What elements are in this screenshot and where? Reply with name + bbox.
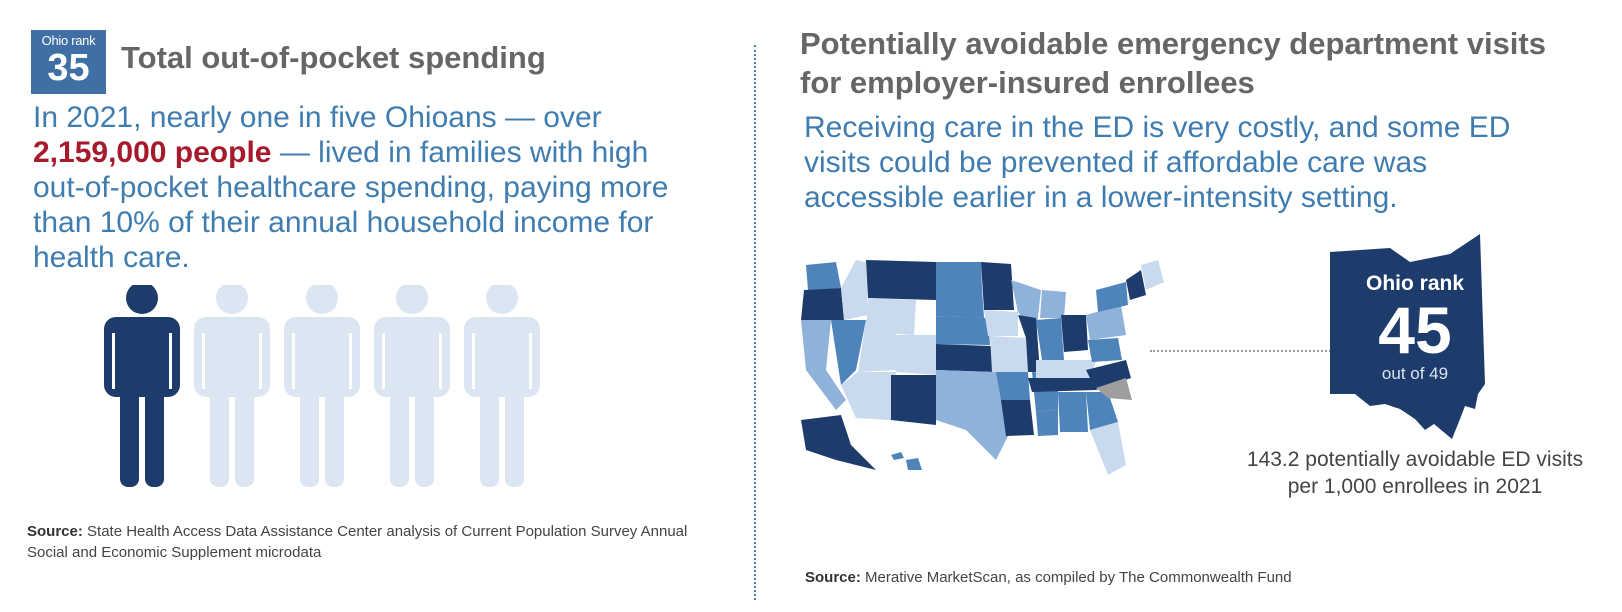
ohio-shape (1330, 234, 1485, 439)
right-panel-body: Receiving care in the ED is very costly,… (804, 111, 1511, 214)
source-label: Source: (27, 523, 83, 540)
ed-visits-stat: 143.2 potentially avoidable ED visits pe… (1246, 448, 1584, 498)
map-state (801, 415, 876, 470)
us-state-map (801, 260, 1164, 475)
map-state (936, 288, 984, 318)
ohio-rank-value: 45 (1378, 293, 1452, 367)
body-intro: In 2021, nearly one in five Ohioans — ov… (33, 101, 602, 134)
map-state (1036, 318, 1064, 360)
rank-badge-value: 35 (47, 47, 90, 89)
map-state (891, 375, 936, 425)
person-icon-highlighted (104, 285, 180, 487)
map-state (1058, 392, 1088, 432)
map-state (896, 335, 936, 375)
source-text: State Health Access Data Assistance Cent… (27, 523, 688, 561)
map-state (936, 344, 992, 372)
map-state (831, 320, 866, 385)
body-highlight: 2,159,000 people (33, 136, 272, 169)
map-state (1096, 378, 1132, 400)
right-source-note: Source: Merative MarketScan, as compiled… (805, 569, 1292, 586)
ohio-rank-badge: Ohio rank 35 (31, 30, 106, 94)
map-state (1086, 392, 1118, 430)
ohio-rank-out-of: out of 49 (1381, 364, 1449, 383)
left-panel-title: Total out-of-pocket spending (121, 40, 546, 75)
map-state (841, 372, 896, 420)
map-state (891, 452, 904, 460)
map-state (996, 372, 1030, 400)
map-state (1040, 290, 1066, 318)
map-state (801, 320, 846, 410)
map-state (841, 260, 868, 320)
source-text: Merative MarketScan, as compiled by The … (860, 569, 1292, 586)
people-graphic (104, 285, 540, 487)
map-state (984, 310, 1018, 336)
map-state (1001, 400, 1034, 436)
map-state (1088, 338, 1122, 362)
person-icon (374, 285, 450, 487)
map-state (1086, 305, 1126, 340)
rank-badge-label: Ohio rank (41, 33, 96, 48)
map-state (1061, 315, 1088, 352)
map-state (936, 262, 982, 288)
map-state (906, 458, 922, 470)
map-state (981, 262, 1014, 310)
ohio-rank-label: Ohio rank (1365, 272, 1465, 295)
map-state (806, 262, 841, 290)
map-state (1028, 378, 1106, 392)
map-alaska-hawaii (801, 415, 922, 470)
left-source-note: Source: State Health Access Data Assista… (27, 521, 727, 563)
map-state (1018, 315, 1040, 372)
map-state (1096, 282, 1128, 312)
right-panel-title: Potentially avoidable emergency departme… (800, 26, 1546, 100)
map-state (1036, 360, 1096, 378)
map-state (936, 316, 990, 345)
panel-divider (754, 45, 756, 600)
map-state (858, 320, 896, 372)
map-connector-line (1150, 350, 1334, 352)
person-icon (464, 285, 540, 487)
ohio-rank-callout: Ohio rank 45 out of 49 (1330, 272, 1500, 384)
map-state (1090, 422, 1126, 475)
map-state (1126, 270, 1146, 300)
map-states (801, 260, 1164, 475)
left-panel-body: In 2021, nearly one in five Ohioans — ov… (33, 100, 693, 275)
map-state (1086, 360, 1131, 390)
source-label: Source: (805, 569, 861, 586)
map-state (1141, 260, 1164, 290)
body-rest: — lived in families with high out-of-poc… (33, 136, 669, 274)
person-icon (284, 285, 360, 487)
map-state (1036, 410, 1058, 436)
map-state (990, 336, 1028, 372)
person-icon (194, 285, 270, 487)
map-state (801, 288, 844, 320)
map-state (866, 260, 936, 300)
